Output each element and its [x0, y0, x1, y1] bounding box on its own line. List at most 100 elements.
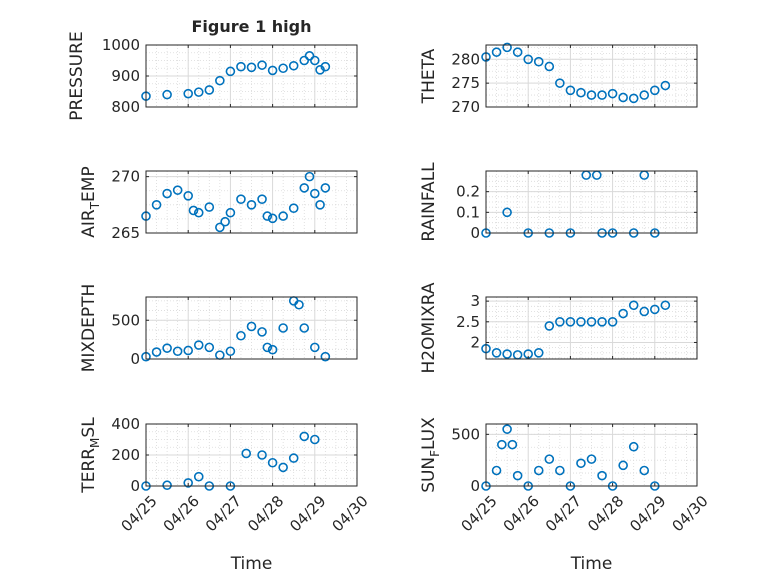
data-point — [241, 448, 252, 459]
y-axis-label-main: TERR — [79, 448, 99, 494]
data-point — [628, 300, 639, 311]
data-point — [639, 465, 650, 476]
data-point — [172, 185, 183, 195]
y-tick-label: 200 — [111, 446, 140, 464]
x-tick-label: 04/26 — [500, 492, 543, 535]
y-axis-label-rest: EMP — [79, 166, 99, 202]
axes-box — [145, 296, 358, 360]
data-point — [576, 87, 586, 98]
y-axis-label-subscript: M — [88, 438, 102, 448]
y-axis-label: H2OMIXRA — [419, 282, 439, 373]
data-point — [246, 200, 257, 210]
data-point — [544, 454, 555, 464]
data-point — [309, 188, 320, 199]
data-point — [576, 316, 586, 327]
data-point — [162, 480, 172, 491]
y-tick-label: 0 — [130, 477, 140, 495]
data-point — [576, 458, 586, 469]
y-tick-label: 2.5 — [456, 313, 480, 331]
data-point — [607, 316, 618, 327]
subplot-3: 265 270 AIRTEMP — [79, 166, 358, 242]
x-tick-label: 04/26 — [160, 492, 203, 535]
data-point — [491, 347, 502, 358]
subplot-5: 0 500 MIXDEPTH — [79, 284, 358, 372]
data-point — [267, 213, 278, 224]
data-point — [502, 207, 512, 218]
data-point — [320, 351, 331, 362]
data-point — [309, 55, 320, 66]
x-tick-label: 04/28 — [584, 492, 627, 535]
y-axis-label: RAINFALL — [419, 162, 439, 242]
data-point — [288, 60, 299, 71]
data-point — [502, 349, 512, 359]
data-point — [555, 465, 565, 476]
x-tick-label: 04/25 — [117, 492, 160, 535]
data-point — [225, 66, 236, 77]
y-axis-label-subscript: T — [88, 201, 102, 210]
y-tick-label: 900 — [111, 67, 140, 85]
data-point — [183, 88, 193, 99]
data-point — [204, 202, 215, 212]
data-point — [304, 51, 315, 61]
data-point — [597, 90, 607, 100]
y-axis-label: TERRMSL — [79, 417, 102, 494]
data-point — [288, 453, 299, 463]
y-axis-label-main: RAINFALL — [419, 162, 439, 242]
data-point — [628, 441, 639, 452]
subplot-2: 270 275 280 THETA — [419, 42, 698, 116]
data-point — [565, 85, 576, 96]
data-point — [502, 42, 512, 53]
chart-title: Figure 1 high — [192, 17, 312, 36]
data-point — [278, 211, 288, 221]
x-tick-label: 04/27 — [202, 492, 245, 535]
data-point — [183, 345, 193, 356]
data-point — [294, 299, 304, 310]
data-point — [309, 342, 320, 353]
data-point — [555, 316, 565, 327]
data-point — [607, 88, 618, 99]
data-point — [151, 200, 162, 210]
data-point — [215, 222, 225, 233]
data-point — [507, 439, 518, 450]
data-point — [497, 439, 507, 450]
data-point — [204, 342, 215, 353]
axes-box — [145, 170, 358, 234]
data-point — [193, 207, 204, 218]
x-tick-label: 04/30 — [328, 492, 371, 535]
y-axis-label: AIRTEMP — [79, 166, 102, 237]
data-point — [533, 56, 544, 67]
y-tick-label: 270 — [451, 98, 480, 116]
y-axis-label-subscript: F — [428, 450, 442, 457]
y-axis-label: THETA — [419, 48, 439, 104]
data-point — [288, 203, 299, 213]
data-point — [660, 300, 671, 311]
data-point — [183, 478, 193, 488]
data-point — [225, 346, 236, 357]
data-point — [660, 80, 671, 91]
x-tick-label: 04/27 — [542, 492, 585, 535]
data-point — [162, 343, 172, 353]
axes-box — [485, 296, 698, 360]
x-tick-label: 04/30 — [668, 492, 711, 535]
y-tick-label: 0.2 — [456, 183, 480, 201]
data-point — [491, 465, 502, 476]
data-point — [491, 47, 502, 57]
data-point — [309, 434, 320, 445]
subplot-6: 2 2.5 3 H2OMIXRA — [419, 282, 698, 374]
data-point — [639, 306, 650, 317]
data-point — [597, 470, 607, 481]
data-point — [262, 342, 273, 353]
data-point — [246, 62, 257, 73]
y-tick-label: 800 — [111, 98, 140, 116]
data-point — [618, 308, 628, 319]
y-tick-label: 265 — [111, 224, 140, 242]
data-point — [320, 183, 331, 193]
y-tick-label: 280 — [451, 50, 480, 68]
x-axis-label: Time — [570, 554, 613, 574]
data-point — [267, 457, 278, 468]
y-tick-label: 3 — [470, 292, 480, 310]
y-tick-label: 275 — [451, 74, 480, 92]
axes-box — [485, 170, 698, 234]
